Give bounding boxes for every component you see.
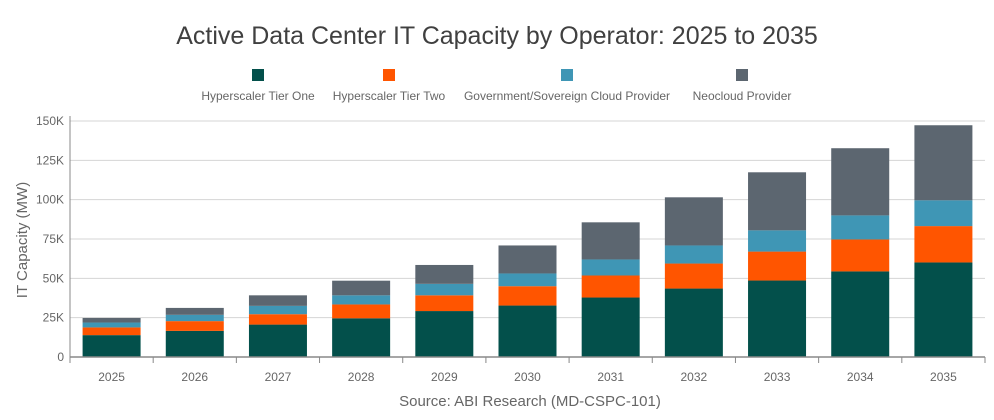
bar-segment-2028-0 bbox=[332, 318, 391, 357]
legend-label: Hyperscaler Tier Two bbox=[333, 89, 446, 103]
bar-segment-2028-1 bbox=[332, 304, 391, 319]
bar-segment-2033-1 bbox=[748, 251, 807, 281]
x-tick-label: 2025 bbox=[98, 370, 125, 384]
bar-segment-2029-0 bbox=[415, 311, 474, 357]
bar-segment-2035-0 bbox=[914, 262, 973, 357]
x-tick-label: 2027 bbox=[265, 370, 292, 384]
bar-segment-2030-2 bbox=[498, 273, 557, 287]
bar-segment-2033-2 bbox=[748, 230, 807, 252]
bar-segment-2026-3 bbox=[165, 307, 224, 315]
x-tick-label: 2034 bbox=[847, 370, 874, 384]
bar-segment-2026-1 bbox=[165, 321, 224, 331]
bar-segment-2026-2 bbox=[165, 314, 224, 322]
legend-label: Hyperscaler Tier One bbox=[201, 89, 315, 103]
bar-segment-2029-3 bbox=[415, 264, 474, 284]
legend-swatch bbox=[252, 69, 264, 81]
bar-segment-2025-2 bbox=[82, 322, 141, 328]
legend-swatch bbox=[383, 69, 395, 81]
bar-segment-2034-3 bbox=[831, 148, 890, 216]
chart-title: Active Data Center IT Capacity by Operat… bbox=[176, 22, 818, 50]
bar-segment-2030-3 bbox=[498, 245, 557, 274]
bar-segment-2027-0 bbox=[248, 324, 307, 357]
y-axis-label: IT Capacity (MW) bbox=[14, 182, 31, 298]
bar-segment-2028-3 bbox=[332, 280, 391, 296]
bar-segment-2025-1 bbox=[82, 327, 141, 336]
axes: 0 25K 50K 75K 100K 125K 150K 2025 2026 2027 2028 20… bbox=[36, 114, 986, 384]
bar-segment-2033-3 bbox=[748, 172, 807, 231]
bar-segment-2031-0 bbox=[581, 297, 640, 357]
bar-segment-2035-1 bbox=[914, 226, 973, 263]
bar-segment-2035-3 bbox=[914, 125, 973, 201]
x-tick-label: 2035 bbox=[930, 370, 957, 384]
y-tick-label: 100K bbox=[36, 193, 64, 207]
bar-segment-2034-1 bbox=[831, 239, 890, 272]
bar-segment-2030-1 bbox=[498, 286, 557, 306]
legend-swatch bbox=[561, 69, 573, 81]
x-tick-label: 2031 bbox=[597, 370, 624, 384]
bar-segment-2031-1 bbox=[581, 275, 640, 298]
y-tick-label: 25K bbox=[43, 311, 64, 325]
legend: Hyperscaler Tier One Hyperscaler Tier Two… bbox=[201, 69, 791, 103]
x-axis-label: Source: ABI Research (MD-CSPC-101) bbox=[399, 393, 661, 410]
x-tick-label: 2026 bbox=[181, 370, 208, 384]
y-tick-label: 150K bbox=[36, 114, 64, 128]
bar-segment-2027-3 bbox=[248, 295, 307, 306]
bar-segment-2034-0 bbox=[831, 271, 890, 357]
x-tick-label: 2030 bbox=[514, 370, 541, 384]
bar-segment-2028-2 bbox=[332, 295, 391, 305]
legend-label: Neocloud Provider bbox=[693, 89, 792, 103]
bar-segment-2033-0 bbox=[748, 280, 807, 357]
bar-segment-2032-1 bbox=[664, 263, 723, 289]
x-tick-label: 2029 bbox=[431, 370, 458, 384]
bars bbox=[82, 125, 973, 357]
bar-segment-2027-1 bbox=[248, 314, 307, 325]
y-tick-label: 125K bbox=[36, 153, 64, 167]
bar-segment-2030-0 bbox=[498, 305, 557, 357]
bar-segment-2031-3 bbox=[581, 222, 640, 260]
legend-label: Government/Sovereign Cloud Provider bbox=[464, 89, 670, 103]
x-tick-label: 2028 bbox=[348, 370, 375, 384]
bar-segment-2026-0 bbox=[165, 330, 224, 357]
bar-segment-2025-3 bbox=[82, 317, 141, 323]
y-tick-label: 75K bbox=[43, 232, 64, 246]
y-tick-label: 50K bbox=[43, 271, 64, 285]
bar-segment-2032-2 bbox=[664, 245, 723, 264]
bar-segment-2034-2 bbox=[831, 215, 890, 240]
bar-segment-2029-2 bbox=[415, 283, 474, 296]
bar-segment-2027-2 bbox=[248, 305, 307, 315]
bar-segment-2032-0 bbox=[664, 288, 723, 357]
bar-segment-2025-0 bbox=[82, 335, 141, 357]
bar-segment-2035-2 bbox=[914, 200, 973, 227]
x-tick-label: 2032 bbox=[681, 370, 708, 384]
x-tick-label: 2033 bbox=[764, 370, 791, 384]
bar-segment-2032-3 bbox=[664, 197, 723, 246]
bar-segment-2031-2 bbox=[581, 259, 640, 276]
bar-segment-2029-1 bbox=[415, 295, 474, 312]
legend-swatch bbox=[736, 69, 748, 81]
y-tick-label: 0 bbox=[57, 350, 64, 364]
